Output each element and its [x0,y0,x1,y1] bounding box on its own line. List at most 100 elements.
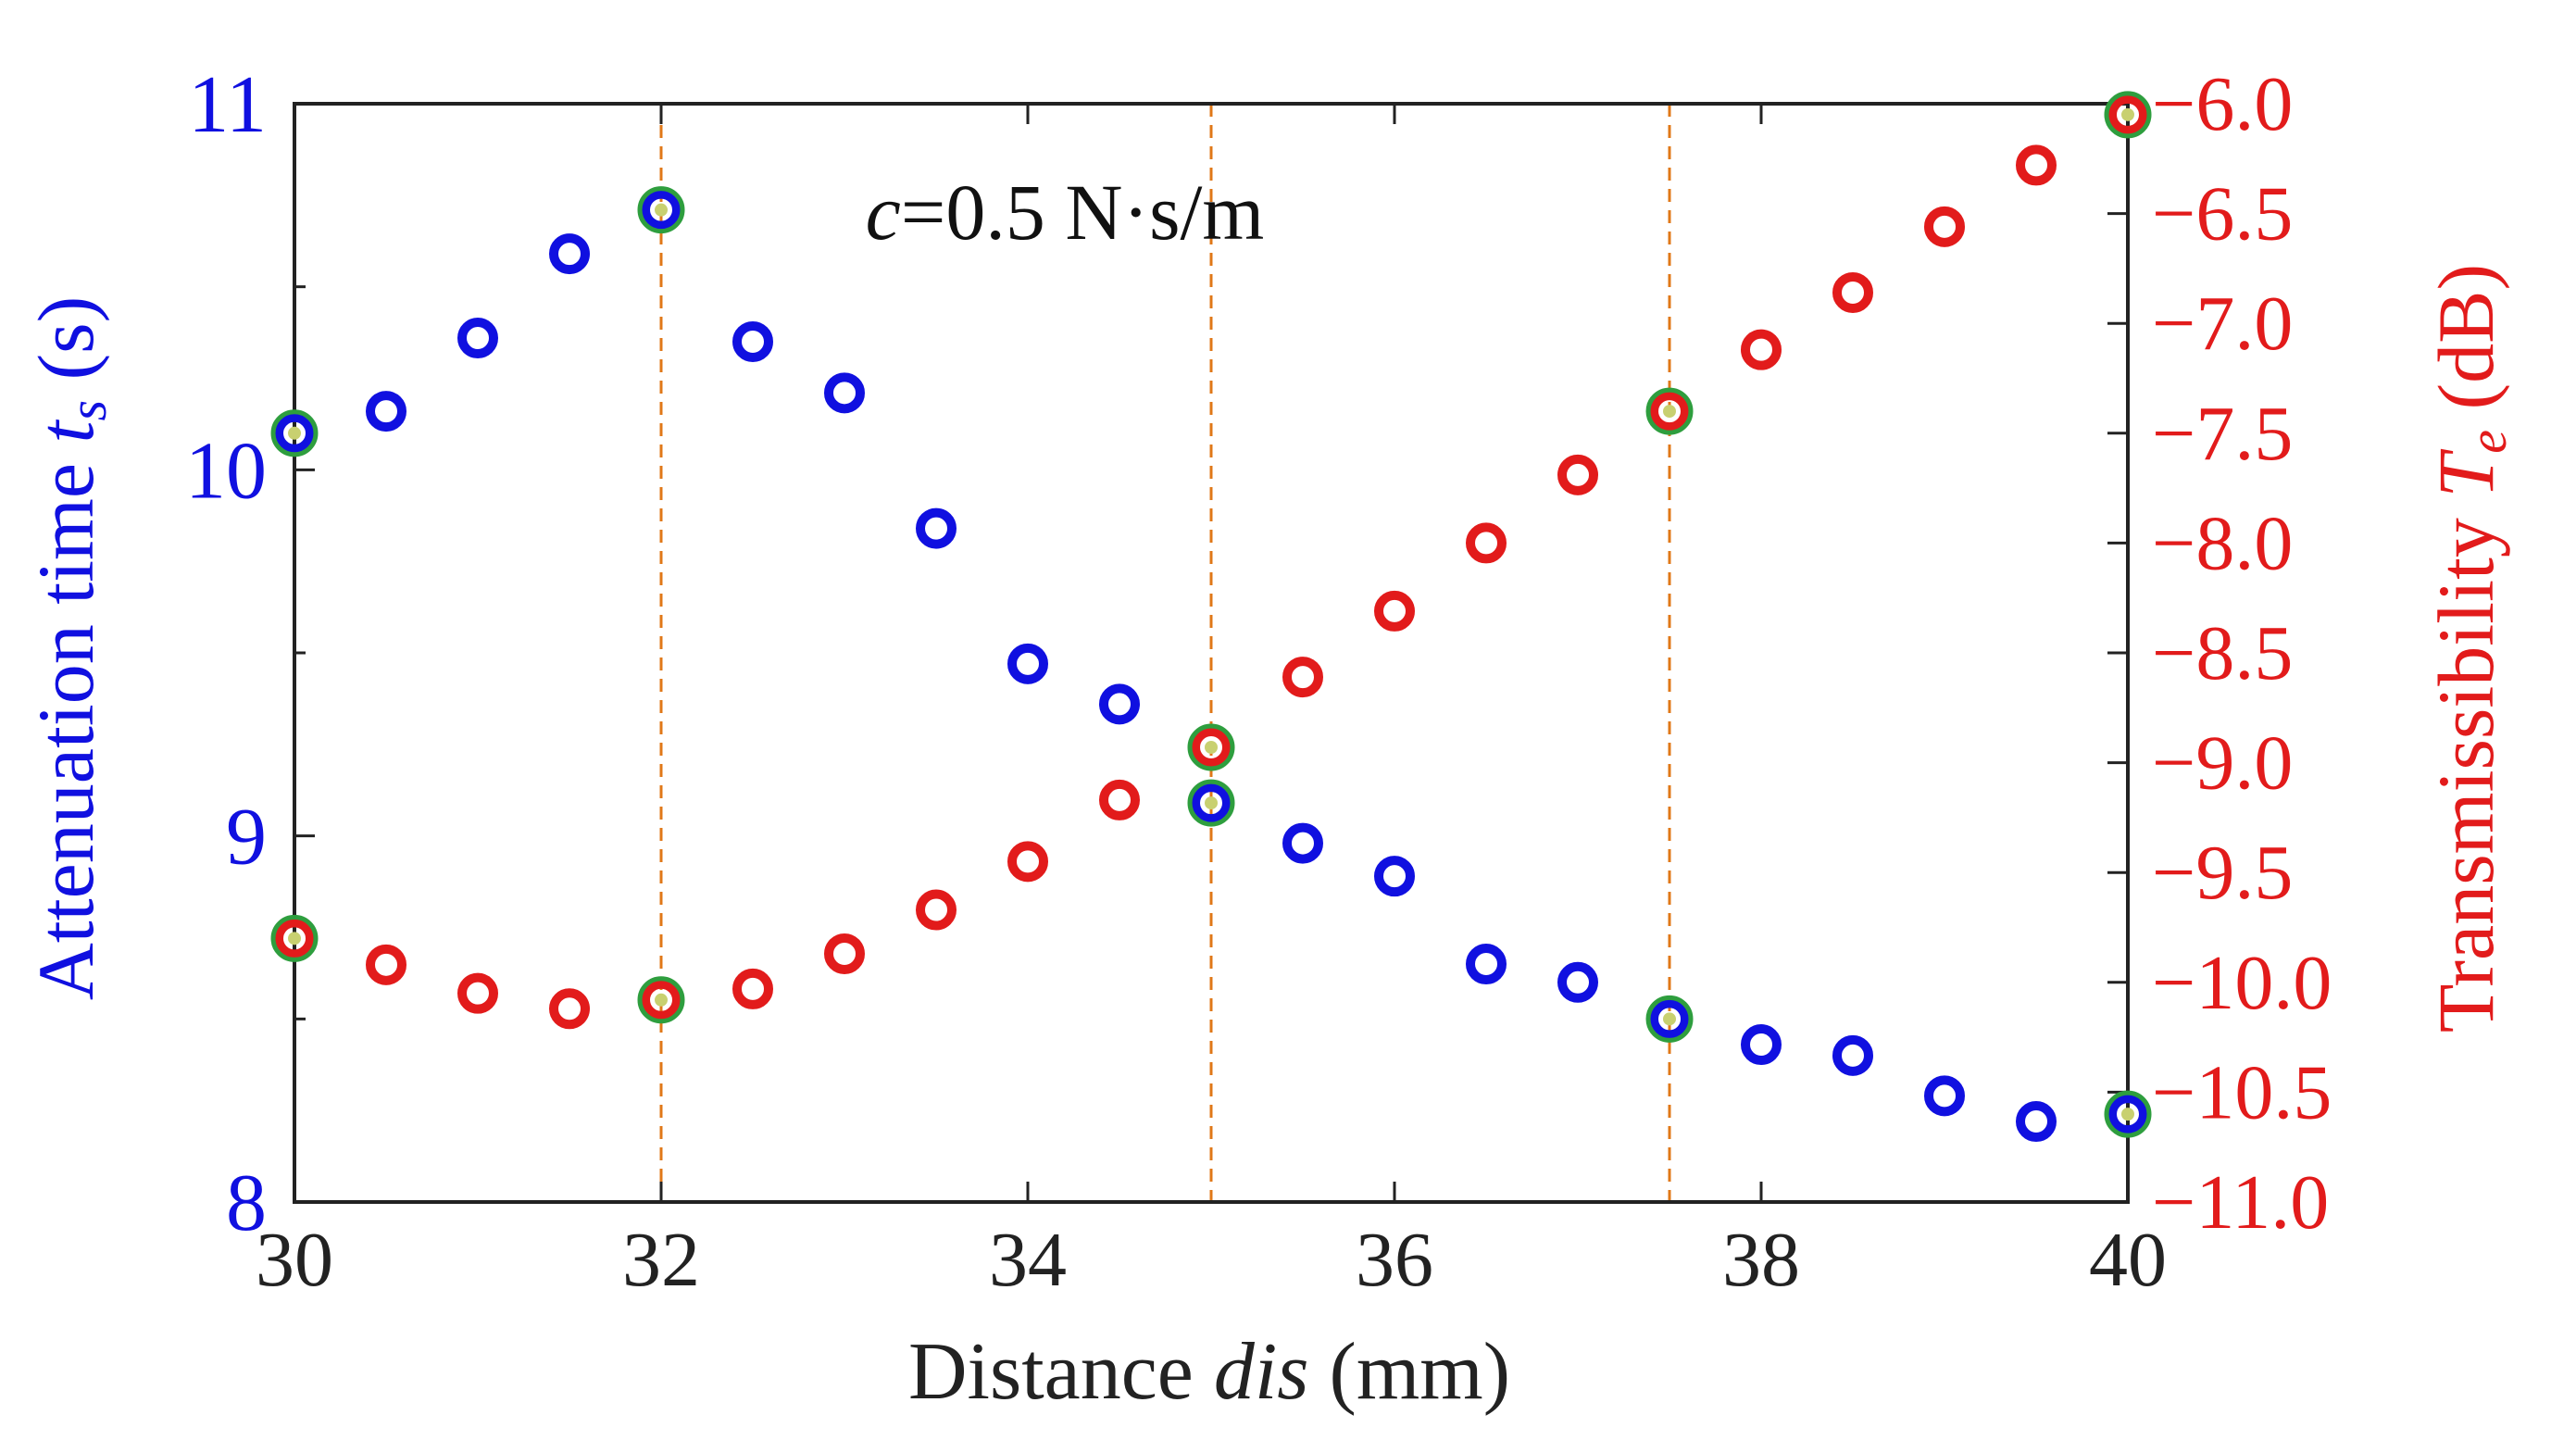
transmissibility-point [1374,590,1415,632]
transmissibility-point [1832,271,1873,313]
highlight-ring-right [2104,91,2152,139]
right-y-tick-label: −10.5 [2152,1049,2332,1135]
attenuation-point [457,318,498,359]
transmissibility-point [1099,779,1140,820]
attenuation-point [1099,683,1140,725]
right-y-axis-label-unit: (dB) [2421,264,2510,430]
right-y-tick-label: −9.5 [2152,830,2293,916]
transmissibility-point [1557,454,1598,495]
transmissibility-point [2016,144,2057,186]
annotation-value: =0.5 N·s/m [901,168,1265,257]
highlight-ring-left [270,409,319,457]
highlight-ring-right [270,914,319,962]
series-attenuation-time [274,189,2148,1143]
left-y-axis-label-subscript: s [57,400,118,421]
right-y-tick-label: −6.0 [2152,61,2293,147]
highlight-center-left [1205,796,1218,810]
right-y-tick-label: −10.0 [2152,940,2332,1026]
right-y-axis-label: Transmissibility Te (dB) [2421,264,2518,1033]
x-axis-label-symbol: dis [1214,1327,1309,1417]
right-y-tick-label: −8.5 [2152,610,2293,696]
highlight-ring-right [637,976,685,1024]
attenuation-point [824,372,865,414]
transmissibility-point [366,944,406,985]
right-y-tick-label: −7.0 [2152,281,2293,367]
right-y-axis-label-subscript: e [2457,430,2518,454]
highlight-ring-left [637,186,685,234]
x-tick-label: 36 [1356,1217,1433,1303]
attenuation-point [1466,944,1507,985]
annotation-symbol: c [866,168,901,257]
transmissibility-point [457,972,498,1014]
attenuation-point [1649,998,1690,1040]
left-y-axis-label-text: Attenuation time [21,443,110,1000]
left-y-tick-label: 11 [188,60,267,150]
attenuation-point [549,233,590,275]
attenuation-point [732,320,773,362]
x-axis-label: Distance dis (mm) [908,1327,1510,1417]
attenuation-point [366,391,406,432]
x-tick-label: 30 [256,1217,333,1303]
highlight-ring-left [1187,779,1235,827]
series-transmissibility [274,94,2148,1030]
attenuation-point [1832,1034,1873,1076]
transmissibility-point [641,979,682,1021]
highlight-center-right [1205,740,1218,754]
highlight-center-left [1663,1012,1676,1026]
left-y-tick-label: 9 [226,793,267,883]
highlight-ring-left [1645,995,1694,1043]
left-y-axis-label-symbol: t [21,419,110,443]
attenuation-point [1191,783,1232,824]
right-y-tick-label: −6.5 [2152,171,2293,257]
highlight-ring-right [1645,387,1694,435]
damping-annotation: c=0.5 N·s/m [866,168,1265,257]
x-axis-label-text: Distance [908,1327,1214,1417]
attenuation-point [916,507,957,549]
highlight-ring-left [2104,1090,2152,1138]
transmissibility-point [824,933,865,974]
highlight-center-right [1663,405,1676,419]
highlight-center-right [2121,107,2134,121]
attenuation-point [1741,1024,1782,1066]
right-y-axis-label-text: Transmissibility [2421,498,2510,1033]
transmissibility-point [274,918,315,959]
transmissibility-point [549,988,590,1030]
axis-ticks: 30 32 34 36 38 40 8 9 10 11 −6.0 −6.5 −7.0 −7.5 −8.0 −8… [185,60,2332,1303]
transmissibility-point [1649,391,1690,432]
right-y-tick-label: −8.0 [2152,500,2293,586]
x-tick-label: 38 [1722,1217,1800,1303]
transmissibility-point [1007,841,1048,883]
left-y-axis-label: Attenuation time ts (s) [21,296,118,1001]
highlight-ring-right [1187,723,1235,771]
x-axis-label-unit: (mm) [1309,1327,1511,1417]
attenuation-point [2016,1101,2057,1143]
x-tick-label: 34 [989,1217,1067,1303]
highlight-center-left [288,426,301,440]
highlight-center-left [2121,1108,2134,1121]
left-y-tick-label: 10 [185,426,267,516]
attenuation-point [1282,822,1323,864]
left-y-tick-label: 8 [226,1158,267,1248]
attenuation-point [1007,643,1048,684]
transmissibility-point [1191,726,1232,768]
attenuation-point [274,412,315,454]
transmissibility-point [1741,329,1782,370]
transmissibility-point [2107,94,2148,135]
left-y-axis-label-unit: (s) [21,296,110,400]
highlight-center-right [655,993,668,1007]
right-y-tick-label: −7.5 [2152,391,2293,477]
transmissibility-point [916,889,957,931]
highlight-center-left [655,203,668,217]
attenuation-point [1374,856,1415,897]
attenuation-point [641,189,682,231]
right-y-axis-label-symbol: T [2421,449,2510,498]
attenuation-point [2107,1094,2148,1135]
right-y-tick-label: −9.0 [2152,720,2293,807]
attenuation-point [1924,1075,1965,1117]
highlighted-points [270,91,2152,1138]
transmissibility-point [1466,522,1507,564]
transmissibility-point [1282,657,1323,698]
highlight-center-right [288,932,301,945]
